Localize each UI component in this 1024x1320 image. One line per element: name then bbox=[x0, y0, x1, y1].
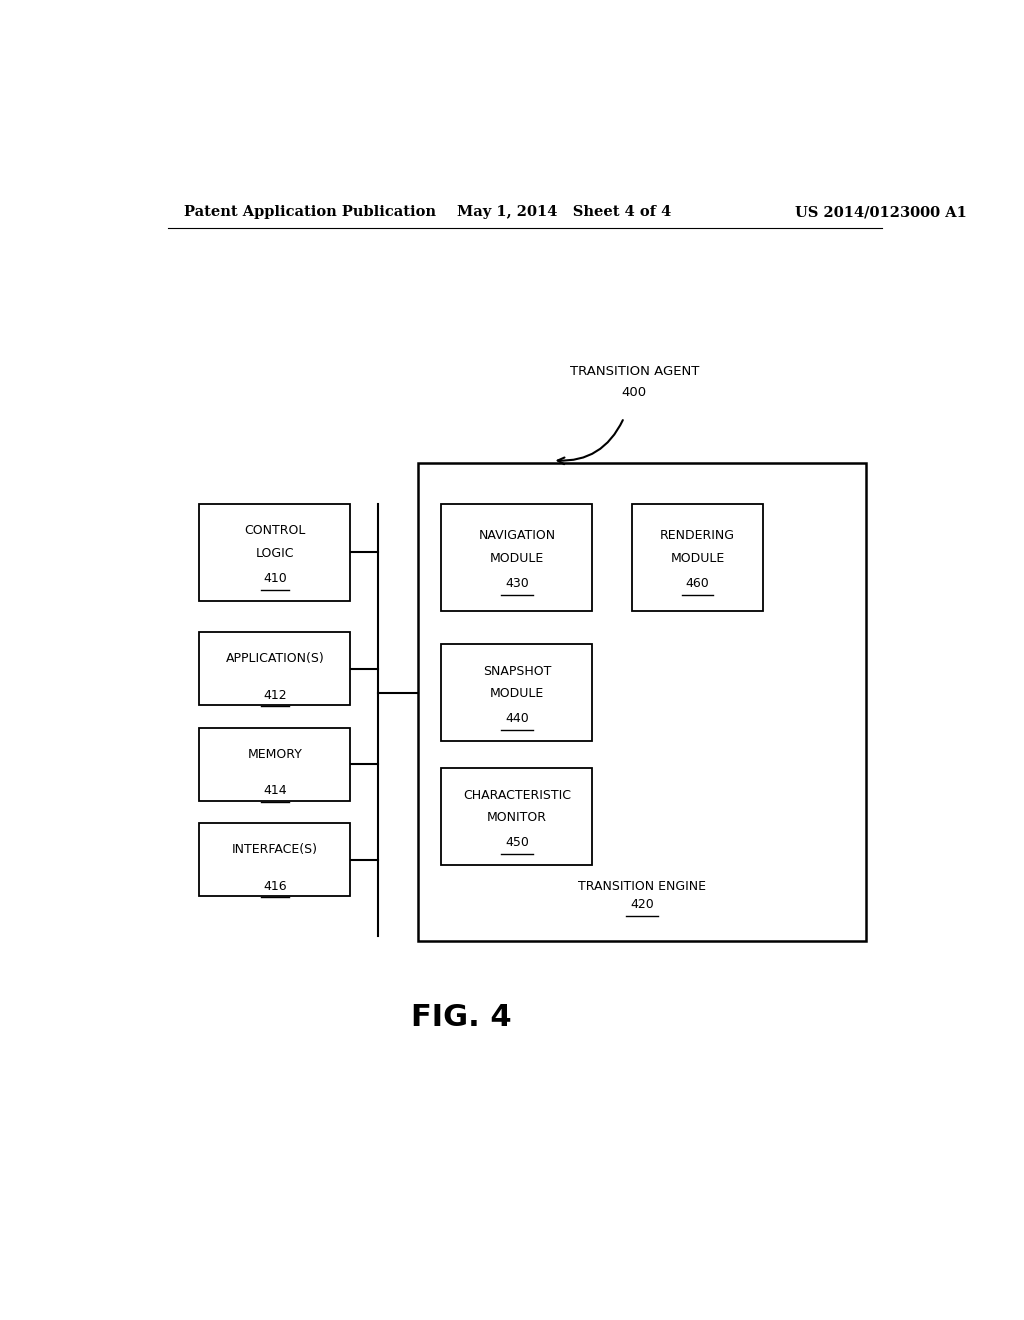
Text: TRANSITION ENGINE: TRANSITION ENGINE bbox=[578, 879, 706, 892]
Bar bbox=[441, 768, 592, 865]
Text: CHARACTERISTIC: CHARACTERISTIC bbox=[463, 788, 570, 801]
Text: US 2014/0123000 A1: US 2014/0123000 A1 bbox=[795, 206, 967, 219]
Text: CONTROL: CONTROL bbox=[244, 524, 305, 537]
Text: MONITOR: MONITOR bbox=[486, 810, 547, 824]
Text: INTERFACE(S): INTERFACE(S) bbox=[231, 843, 317, 857]
Text: 416: 416 bbox=[263, 879, 287, 892]
Text: May 1, 2014   Sheet 4 of 4: May 1, 2014 Sheet 4 of 4 bbox=[458, 206, 672, 219]
Text: MODULE: MODULE bbox=[489, 552, 544, 565]
Text: 460: 460 bbox=[685, 577, 710, 590]
Text: Patent Application Publication: Patent Application Publication bbox=[183, 206, 435, 219]
Bar bbox=[200, 632, 350, 705]
Bar bbox=[632, 504, 763, 611]
Text: MEMORY: MEMORY bbox=[248, 747, 302, 760]
Text: 414: 414 bbox=[263, 784, 287, 797]
Text: 410: 410 bbox=[263, 572, 287, 585]
Text: 400: 400 bbox=[622, 385, 647, 399]
Bar bbox=[418, 463, 866, 941]
Text: 440: 440 bbox=[505, 713, 528, 726]
Text: 420: 420 bbox=[630, 898, 653, 911]
Text: MODULE: MODULE bbox=[671, 552, 725, 565]
Text: LOGIC: LOGIC bbox=[256, 546, 294, 560]
Text: NAVIGATION: NAVIGATION bbox=[478, 529, 555, 543]
Text: 412: 412 bbox=[263, 689, 287, 701]
Bar bbox=[200, 504, 350, 601]
Text: APPLICATION(S): APPLICATION(S) bbox=[225, 652, 325, 665]
Text: RENDERING: RENDERING bbox=[659, 529, 735, 543]
Text: TRANSITION AGENT: TRANSITION AGENT bbox=[569, 366, 699, 379]
Text: SNAPSHOT: SNAPSHOT bbox=[482, 665, 551, 677]
Bar bbox=[441, 644, 592, 741]
Text: FIG. 4: FIG. 4 bbox=[411, 1003, 512, 1032]
Bar bbox=[200, 824, 350, 896]
Text: 430: 430 bbox=[505, 577, 528, 590]
Text: 450: 450 bbox=[505, 837, 528, 850]
Text: MODULE: MODULE bbox=[489, 686, 544, 700]
Bar bbox=[200, 727, 350, 801]
Bar bbox=[441, 504, 592, 611]
